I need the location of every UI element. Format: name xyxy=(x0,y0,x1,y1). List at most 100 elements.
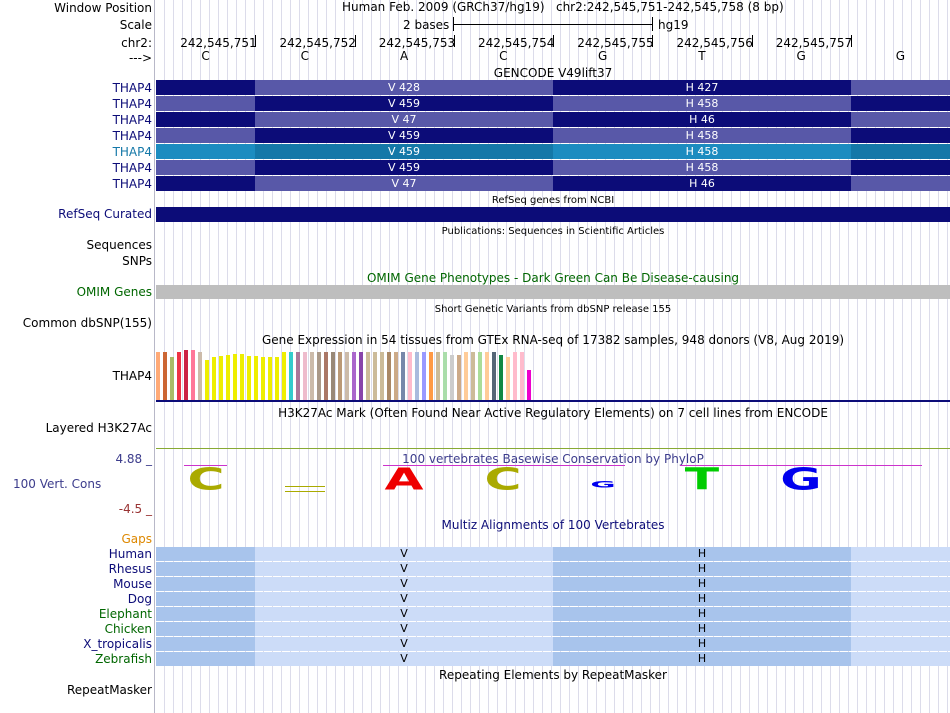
gtex-tissue-bar[interactable] xyxy=(163,352,167,400)
gtex-tissue-bar[interactable] xyxy=(240,354,244,400)
h3k27ac-track-label[interactable]: Layered H3K27Ac xyxy=(45,421,152,435)
gencode-row-label[interactable]: THAP4 xyxy=(112,97,152,111)
omim-gene-bar[interactable] xyxy=(156,285,950,299)
gtex-tissue-bar[interactable] xyxy=(275,357,279,400)
gtex-tissue-bar[interactable] xyxy=(429,352,433,400)
gencode-row-label[interactable]: THAP4 xyxy=(112,113,152,127)
gtex-tissue-bar[interactable] xyxy=(422,352,426,400)
gencode-row-label[interactable]: THAP4 xyxy=(112,161,152,175)
gtex-tissue-bar[interactable] xyxy=(394,352,398,400)
gtex-tissue-bar[interactable] xyxy=(226,355,230,400)
gtex-tissue-bar[interactable] xyxy=(177,352,181,400)
gtex-tissue-bar[interactable] xyxy=(212,357,216,400)
repeatmasker-track-label[interactable]: RepeatMasker xyxy=(66,683,152,697)
gtex-tissue-bar[interactable] xyxy=(324,352,328,400)
gtex-tissue-bar[interactable] xyxy=(499,355,503,400)
gtex-tissue-bar[interactable] xyxy=(331,352,335,400)
gtex-tissue-bar[interactable] xyxy=(303,352,307,400)
gencode-transcript[interactable]: V 459 H 458 xyxy=(156,96,950,111)
gtex-tissue-bar[interactable] xyxy=(471,352,475,400)
gtex-tissue-bar[interactable] xyxy=(492,352,496,400)
gtex-tissue-bar[interactable] xyxy=(366,352,370,400)
gtex-tissue-bar[interactable] xyxy=(401,352,405,400)
multiz-species-label[interactable]: Elephant xyxy=(98,607,152,621)
gtex-tissue-bar[interactable] xyxy=(317,352,321,400)
gtex-tissue-bar[interactable] xyxy=(450,355,454,400)
multiz-codon-right: H xyxy=(553,562,851,576)
gencode-transcript[interactable]: V 459 H 458 xyxy=(156,160,950,175)
gtex-tissue-bar[interactable] xyxy=(478,352,482,400)
gencode-transcript[interactable]: V 459 H 458 xyxy=(156,144,950,159)
gtex-tissue-bar[interactable] xyxy=(170,357,174,400)
gtex-tissue-bar[interactable] xyxy=(513,352,517,400)
gtex-tissue-bar[interactable] xyxy=(520,352,524,400)
gtex-tissue-bar[interactable] xyxy=(485,352,489,400)
gtex-tissue-bar[interactable] xyxy=(254,356,258,400)
gtex-tissue-bar[interactable] xyxy=(436,352,440,400)
gtex-tissue-bar[interactable] xyxy=(156,352,160,400)
gtex-tissue-bar[interactable] xyxy=(506,357,510,400)
gtex-track-label[interactable]: THAP4 xyxy=(112,369,152,383)
gencode-transcript[interactable]: V 459 H 458 xyxy=(156,128,950,143)
gtex-tissue-bar[interactable] xyxy=(219,356,223,400)
gtex-tissue-bar[interactable] xyxy=(282,352,286,400)
gencode-row-label[interactable]: THAP4 xyxy=(112,145,152,159)
gtex-tissue-bar[interactable] xyxy=(415,352,419,400)
gencode-transcript[interactable]: V 47 H 46 xyxy=(156,112,950,127)
gtex-tissue-bar[interactable] xyxy=(527,370,531,400)
publications-track-label[interactable]: Sequences xyxy=(86,238,152,252)
gtex-tissue-bar[interactable] xyxy=(387,352,391,400)
multiz-species-label[interactable]: Zebrafish xyxy=(95,652,152,666)
multiz-species-label[interactable]: X_tropicalis xyxy=(83,637,152,651)
snps-track-label[interactable]: SNPs xyxy=(122,254,152,268)
multiz-species-label[interactable]: Dog xyxy=(127,592,152,606)
refseq-gene-bar[interactable] xyxy=(156,207,950,222)
omim-track-label[interactable]: OMIM Genes xyxy=(76,285,152,299)
gtex-tissue-bar[interactable] xyxy=(457,355,461,400)
multiz-species-label[interactable]: Mouse xyxy=(113,577,152,591)
gtex-tissue-bar[interactable] xyxy=(464,352,468,400)
gtex-tissue-bar[interactable] xyxy=(261,357,265,400)
multiz-species-label[interactable]: Chicken xyxy=(104,622,152,636)
gtex-tissue-bar[interactable] xyxy=(310,352,314,400)
gtex-tissue-bar[interactable] xyxy=(268,357,272,400)
gencode-transcript[interactable]: V 428 H 427 xyxy=(156,80,950,95)
gtex-tissue-bar[interactable] xyxy=(380,352,384,400)
gtex-tissue-bar[interactable] xyxy=(205,360,209,400)
gencode-row-label[interactable]: THAP4 xyxy=(112,81,152,95)
gtex-tissue-bar[interactable] xyxy=(289,352,293,400)
gtex-tissue-bar[interactable] xyxy=(233,354,237,400)
gtex-tissue-bar[interactable] xyxy=(338,352,342,400)
multiz-species-label[interactable]: Human xyxy=(108,547,152,561)
gencode-codon-right: H 458 xyxy=(553,144,851,159)
gtex-tissue-bar[interactable] xyxy=(443,352,447,400)
gtex-tissue-bar[interactable] xyxy=(408,352,412,400)
gencode-row-label[interactable]: THAP4 xyxy=(112,129,152,143)
gtex-tissue-bar[interactable] xyxy=(191,350,195,400)
gtex-tissue-bar[interactable] xyxy=(345,352,349,400)
cons-track-label[interactable]: 100 Vert. Cons xyxy=(13,477,102,491)
refseq-track-label[interactable]: RefSeq Curated xyxy=(58,207,152,221)
gtex-tissue-bar[interactable] xyxy=(296,352,300,400)
gtex-tissue-bar[interactable] xyxy=(373,352,377,400)
dbsnp-track-label[interactable]: Common dbSNP(155) xyxy=(22,316,152,330)
gencode-row-label[interactable]: THAP4 xyxy=(112,177,152,191)
gtex-bar-chart[interactable] xyxy=(156,350,556,400)
multiz-species-label[interactable]: Rhesus xyxy=(108,562,152,576)
gtex-tissue-bar[interactable] xyxy=(352,352,356,400)
gtex-tissue-bar[interactable] xyxy=(359,352,363,400)
gtex-tissue-bar[interactable] xyxy=(198,352,202,400)
gencode-transcript[interactable]: V 47 H 46 xyxy=(156,176,950,191)
gtex-tissue-bar[interactable] xyxy=(184,350,188,400)
gtex-tissue-bar[interactable] xyxy=(247,356,251,400)
